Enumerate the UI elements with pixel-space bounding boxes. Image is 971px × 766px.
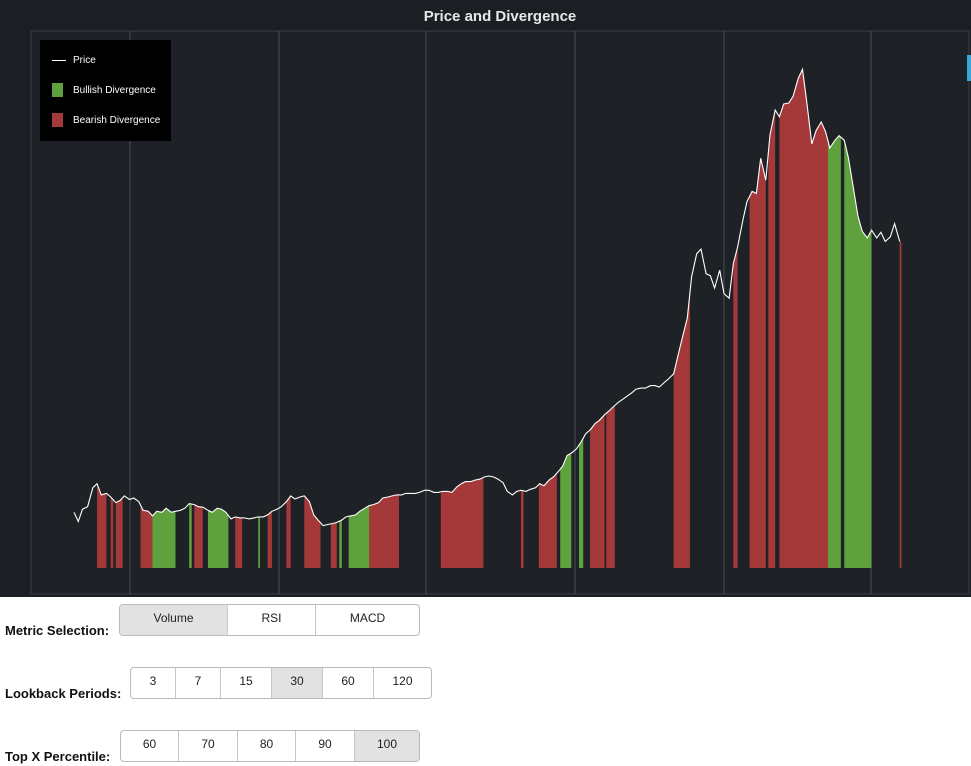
percentile-option-100[interactable]: 100: [355, 731, 419, 761]
bearish-divergence-band-20: [768, 110, 776, 569]
bullish-divergence-band-5: [339, 519, 342, 568]
bullish-swatch: [52, 83, 63, 97]
legend-item-bullish: Bullish Divergence: [52, 82, 156, 98]
lookback-periods-label: Lookback Periods:: [5, 686, 122, 701]
legend-label-bullish: Bullish Divergence: [73, 84, 156, 96]
bullish-divergence-band-6: [348, 505, 372, 568]
percentile-option-60[interactable]: 60: [121, 731, 179, 761]
legend-item-bearish: Bearish Divergence: [52, 112, 160, 128]
bearish-divergence-band-15: [590, 414, 605, 568]
lookback-option-120[interactable]: 120: [392, 674, 413, 688]
bearish-divergence-band-6: [235, 516, 243, 568]
percentile-selector: 60 70 80 90 100: [120, 730, 420, 762]
percentile-option-80[interactable]: 80: [238, 731, 296, 761]
bullish-divergence-band-7: [560, 453, 572, 568]
price-line: [73, 67, 901, 527]
lookback-option-60[interactable]: 60: [323, 668, 374, 698]
bearish-divergence-band-21: [779, 69, 829, 568]
bearish-divergence-band-5: [194, 504, 203, 568]
chart-legend: Price Bullish Divergence Bearish Diverge…: [40, 40, 171, 141]
bullish-divergence-band-3: [207, 508, 229, 568]
bullish-divergence-band-8: [578, 438, 584, 568]
chart-panel: Price and Divergence Price Bullish Diver…: [0, 0, 971, 597]
bearish-divergence-band-13: [520, 490, 524, 568]
bearish-divergence-band-1: [97, 483, 107, 568]
bearish-divergence-band-7: [267, 511, 272, 568]
legend-label-price: Price: [73, 54, 96, 66]
metric-option-macd[interactable]: MACD: [349, 611, 386, 625]
lookback-option-7[interactable]: 7: [176, 668, 221, 698]
metric-selector: Volume RSI MACD: [119, 604, 420, 636]
bearish-divergence-band-10: [330, 522, 337, 568]
panel-edge-indicator: [967, 55, 971, 81]
bullish-divergence-band-1: [152, 508, 176, 568]
chart-title: Price and Divergence: [423, 8, 577, 25]
lookback-option-3[interactable]: 3: [131, 668, 176, 698]
bullish-divergence-band-4: [258, 516, 260, 568]
bearish-divergence-band-9: [304, 495, 321, 568]
bearish-divergence-band-18: [733, 247, 738, 569]
metric-option-rsi[interactable]: RSI: [228, 605, 316, 635]
bearish-divergence-band-11: [369, 494, 399, 568]
legend-label-bearish: Bearish Divergence: [73, 114, 161, 126]
top-x-percentile-label: Top X Percentile:: [5, 749, 111, 764]
bearish-divergence-band-14: [538, 473, 557, 568]
bearish-divergence-band-16: [606, 405, 615, 568]
percentile-option-90[interactable]: 90: [296, 731, 355, 761]
bearish-divergence-band-19: [749, 158, 766, 569]
bullish-divergence-band-2: [189, 503, 192, 568]
bearish-divergence-band-8: [286, 495, 291, 568]
bearish-divergence-band-17: [673, 293, 690, 568]
legend-item-price: Price: [52, 52, 96, 68]
bullish-divergence-band-10: [844, 140, 872, 568]
bearish-divergence-band-2: [110, 496, 114, 568]
bearish-divergence-band-12: [440, 477, 484, 568]
lookback-option-15[interactable]: 15: [221, 668, 272, 698]
lookback-option-30[interactable]: 30: [272, 668, 323, 698]
lookback-selector: 3 7 15 30 60 120: [130, 667, 432, 699]
bearish-swatch: [52, 113, 63, 127]
bearish-divergence-band-22: [899, 241, 902, 568]
price-line-swatch: [52, 59, 66, 61]
chart-canvas: [30, 30, 970, 595]
metric-option-volume[interactable]: Volume: [120, 605, 228, 635]
bearish-divergence-band-4: [140, 505, 153, 568]
metric-selection-label: Metric Selection:: [5, 623, 110, 638]
bearish-divergence-band-3: [115, 497, 123, 568]
percentile-option-70[interactable]: 70: [179, 731, 238, 761]
